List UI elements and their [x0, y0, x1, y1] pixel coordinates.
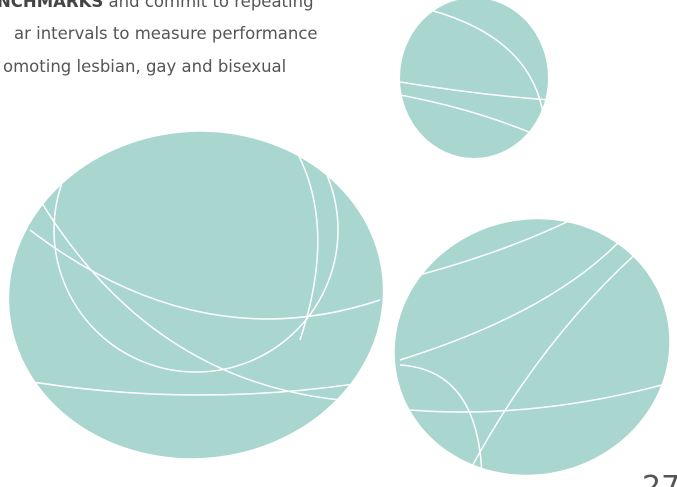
bold-text: NCHMARKS [0, 0, 103, 11]
text: and commit to repeating [103, 0, 313, 11]
text: ar intervals to measure performance [14, 24, 318, 43]
page: NCHMARKS and commit to repeating ar inte… [0, 0, 677, 487]
text-line: ar intervals to measure performance [14, 24, 318, 43]
page-number: 27 [642, 470, 677, 487]
text-line: NCHMARKS and commit to repeating [0, 0, 314, 11]
text-line: omoting lesbian, gay and bisexual [3, 57, 286, 76]
text: omoting lesbian, gay and bisexual [3, 57, 286, 76]
